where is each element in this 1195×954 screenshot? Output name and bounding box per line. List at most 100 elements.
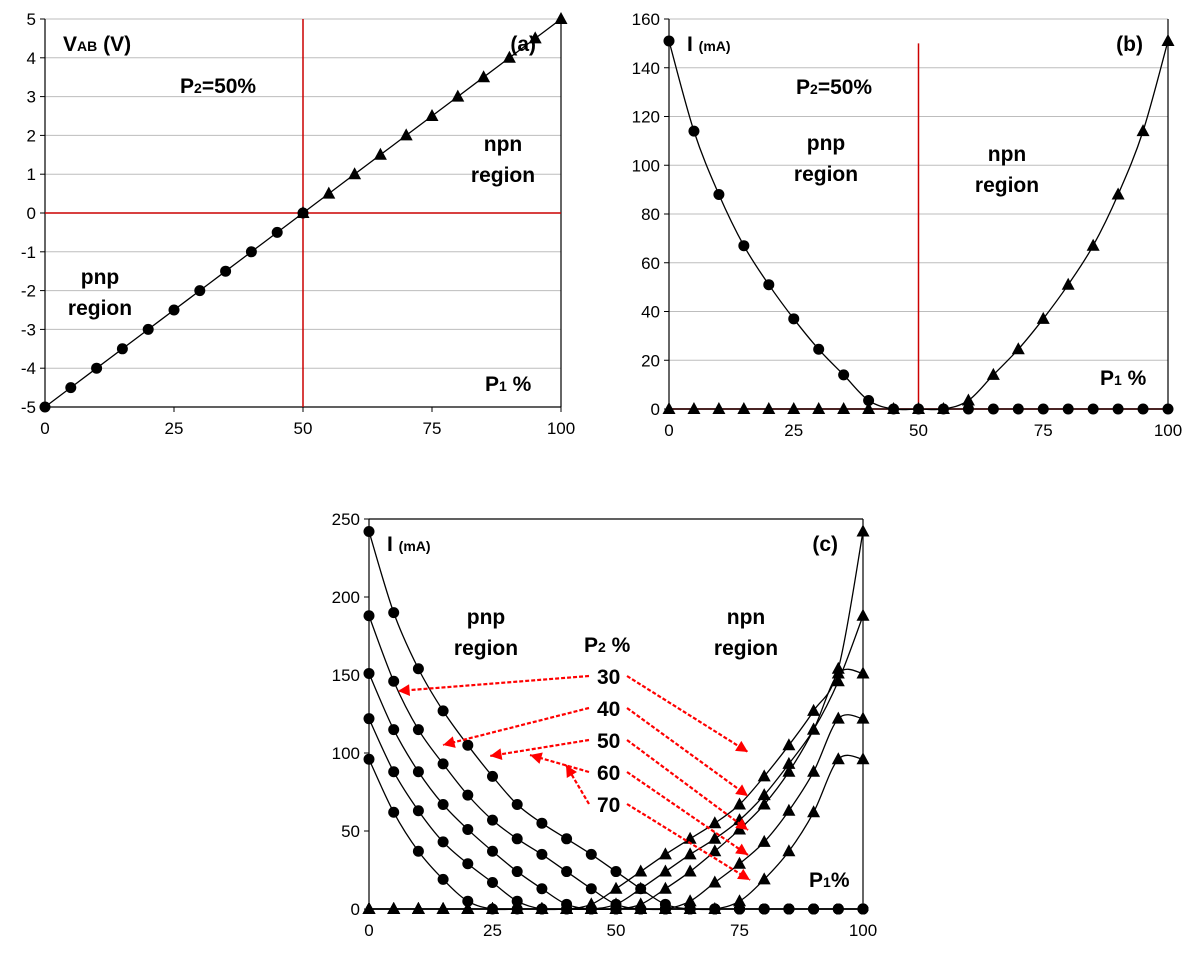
x-axis-label: P1 % — [485, 373, 532, 396]
data-point — [39, 401, 51, 413]
data-point — [887, 402, 901, 414]
series-2 — [662, 33, 1175, 414]
data-point — [733, 894, 746, 907]
series-10 — [362, 752, 870, 914]
x-tick-label: 0 — [40, 419, 49, 438]
data-point — [487, 845, 498, 857]
series-2 — [296, 12, 568, 218]
data-point — [857, 903, 869, 915]
x-tick-label: 0 — [364, 921, 373, 940]
data-point — [437, 836, 449, 848]
data-point — [560, 902, 574, 914]
data-point — [733, 797, 746, 810]
data-point — [411, 902, 425, 914]
data-point — [738, 240, 750, 252]
x-tick-label: 0 — [664, 421, 673, 440]
data-point — [363, 525, 375, 537]
chart-panel-2: 0 20 40 60 80 100 120 140 160 0 25 50 75 100 (b) pnp reg… — [632, 10, 1183, 440]
data-point — [536, 848, 548, 860]
data-point — [536, 883, 548, 895]
arrow-head — [490, 748, 503, 760]
data-point — [477, 70, 491, 83]
pnp-region-label: pnp — [81, 266, 119, 289]
data-point — [437, 798, 449, 810]
arrow-head — [735, 784, 748, 796]
arrow-head — [735, 843, 748, 855]
data-point — [634, 902, 648, 914]
npn-region-label: region — [714, 637, 778, 660]
data-point — [584, 902, 598, 914]
arrow-line — [626, 707, 749, 797]
data-point — [271, 226, 283, 238]
parameter-value-label: 30 — [597, 666, 620, 689]
data-point — [1062, 403, 1074, 415]
y-tick-label: 0 — [27, 204, 36, 223]
data-point — [1112, 403, 1124, 415]
y-tick-label: 40 — [641, 303, 660, 322]
npn-region-label: npn — [727, 606, 765, 629]
data-point — [734, 903, 745, 915]
x-tick-label: 75 — [423, 419, 442, 438]
data-point — [788, 313, 800, 325]
data-point — [708, 875, 722, 888]
data-point — [758, 903, 770, 915]
data-point — [662, 402, 676, 414]
y-tick-label: 5 — [27, 10, 36, 29]
data-point — [687, 402, 701, 414]
data-point — [708, 831, 722, 844]
data-point — [362, 902, 376, 914]
y-tick-label: 0 — [351, 900, 360, 919]
arrow-line — [626, 771, 749, 856]
data-point — [807, 805, 821, 818]
y-tick-label: 20 — [641, 351, 660, 370]
y-tick-label: 1 — [27, 165, 36, 184]
data-point — [962, 403, 974, 415]
data-point — [658, 902, 672, 914]
chart-panel-3: 0 50 100 150 200 250 0 25 50 75 100 (c) pnp region npn… — [332, 510, 878, 940]
data-point — [1061, 277, 1075, 290]
panel-label: (c) — [812, 533, 838, 556]
data-point — [461, 902, 475, 914]
data-point — [585, 883, 597, 895]
data-point — [807, 703, 821, 716]
data-point — [437, 758, 449, 770]
data-point — [807, 722, 821, 735]
data-point — [663, 35, 675, 47]
y-tick-label: -3 — [21, 320, 36, 339]
panel-label: (b) — [1116, 33, 1143, 56]
data-point — [812, 402, 826, 414]
data-point — [536, 817, 548, 829]
data-point — [510, 902, 524, 914]
arrow-pair — [489, 738, 749, 831]
arrow-pair — [565, 764, 751, 881]
arrow-pair — [397, 674, 749, 753]
data-point — [708, 816, 722, 829]
data-point — [363, 610, 375, 622]
y-tick-label: 4 — [27, 49, 36, 68]
data-point — [831, 674, 845, 687]
y-axis-label: VAB (V) — [63, 33, 131, 56]
data-point — [1011, 342, 1025, 355]
pnp-region-label: region — [794, 163, 858, 186]
data-point — [388, 724, 400, 736]
data-point — [91, 362, 103, 374]
data-point — [961, 393, 975, 406]
pnp-region-label: region — [454, 637, 518, 660]
arrow-line — [626, 803, 751, 881]
data-point — [782, 764, 796, 777]
y-tick-label: 100 — [632, 156, 660, 175]
data-point — [757, 788, 771, 801]
y-tick-label: 250 — [332, 510, 360, 529]
data-point — [168, 304, 180, 316]
data-point — [194, 285, 206, 297]
data-point — [831, 752, 845, 765]
data-point — [511, 866, 523, 878]
arrow-line — [397, 674, 590, 693]
data-point — [712, 402, 726, 414]
data-point — [757, 797, 771, 810]
parameter-value-label: 70 — [597, 794, 620, 817]
y-tick-label: 160 — [632, 10, 660, 29]
arrow-pair — [529, 752, 749, 856]
x-tick-label: 25 — [784, 421, 803, 440]
